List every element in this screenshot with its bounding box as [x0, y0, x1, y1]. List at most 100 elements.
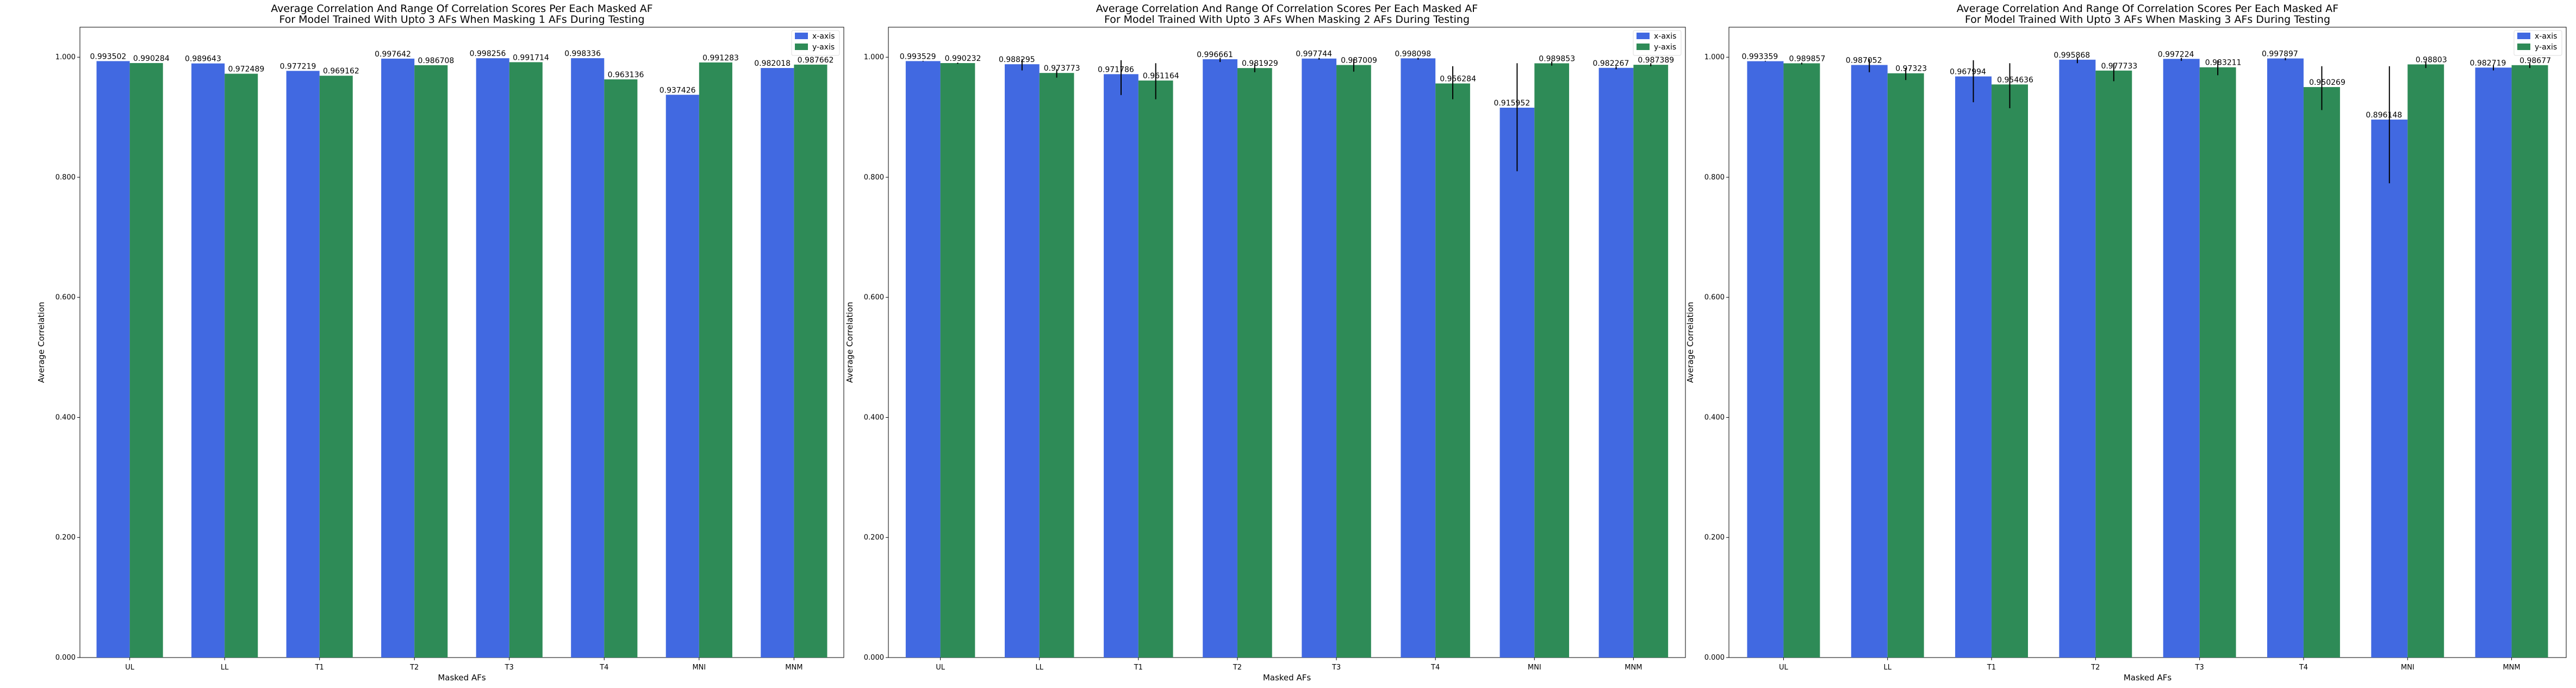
bar-y-axis-MNI: [2407, 64, 2444, 658]
bar-x-axis-UL: [1747, 61, 1784, 658]
bar-y-axis-LL: [225, 73, 258, 658]
bar-x-axis-MNI: [2371, 119, 2408, 658]
y-tick-label: 0.200: [1704, 534, 1725, 542]
bar-y-axis-T2: [2095, 70, 2132, 658]
legend-entry: y-axis: [812, 43, 835, 52]
data-label: 0.990232: [945, 54, 981, 63]
data-label: 0.996661: [1197, 51, 1233, 59]
x-tick-label: MNM: [2503, 664, 2520, 672]
legend-entry: x-axis: [2535, 32, 2557, 41]
x-tick-label: T3: [505, 664, 514, 672]
bar-x-axis-MNI: [665, 95, 699, 658]
data-label: 0.977733: [2101, 62, 2137, 71]
x-tick-label: T2: [2090, 664, 2100, 672]
y-tick-label: 1.000: [864, 53, 884, 61]
bar-y-axis-MNM: [1633, 65, 1669, 658]
bar-y-axis-T4: [1435, 83, 1470, 658]
x-tick-label: UL: [936, 664, 945, 672]
data-label: 0.915952: [1494, 99, 1530, 108]
data-label: 0.98803: [2416, 55, 2447, 64]
bar-y-axis-T3: [2199, 67, 2236, 658]
data-label: 0.981929: [1242, 59, 1278, 68]
data-label: 0.998256: [470, 49, 506, 58]
data-label: 0.989643: [185, 55, 221, 64]
y-tick-label: 0.000: [864, 654, 884, 662]
bar-y-axis-T3: [509, 62, 543, 658]
x-axis-label: Masked AFs: [1263, 673, 1311, 683]
legend: x-axis y-axis: [2513, 30, 2562, 56]
x-tick-label: LL: [1035, 664, 1043, 672]
bar-x-axis-T1: [1104, 74, 1138, 658]
data-label: 0.989853: [1539, 54, 1575, 63]
bar-x-axis-UL: [905, 61, 941, 658]
bar-y-axis-MNM: [794, 64, 827, 658]
data-label: 0.989857: [1789, 54, 1826, 63]
x-tick-label: T3: [2195, 664, 2204, 672]
data-label: 0.982267: [1593, 59, 1629, 68]
plot-frame: [79, 27, 844, 658]
x-tick-label: LL: [1883, 664, 1891, 672]
bar-y-axis-T2: [414, 65, 448, 658]
bar-x-axis-MNM: [761, 68, 794, 658]
plot-frame: [1728, 27, 2567, 658]
y-tick-label: 0.800: [55, 173, 76, 182]
bar-y-axis-UL: [129, 63, 163, 658]
y-tick-label: 1.000: [55, 53, 76, 61]
data-label: 0.967994: [1950, 68, 1986, 77]
legend: x-axis y-axis: [791, 30, 840, 56]
bar-y-axis-T3: [1336, 65, 1371, 658]
data-label: 0.997744: [1296, 50, 1332, 59]
data-label: 0.963136: [608, 71, 644, 79]
y-tick-label: 0.400: [1704, 413, 1725, 422]
bar-y-axis-T1: [1992, 84, 2028, 658]
bar-x-axis-MNM: [1598, 67, 1634, 658]
data-label: 0.973773: [1044, 64, 1080, 73]
bar-y-axis-MNI: [1534, 63, 1570, 658]
bar-x-axis-T4: [2267, 58, 2304, 658]
x-tick-label: MNM: [785, 664, 802, 672]
y-tick-label: 0.000: [55, 654, 76, 662]
data-label: 0.956284: [1440, 75, 1476, 83]
bar-x-axis-LL: [191, 63, 225, 658]
y-tick-label: 0.200: [864, 534, 884, 542]
data-label: 0.954636: [1997, 76, 2033, 84]
x-axis-label: Masked AFs: [438, 673, 486, 683]
legend-entry: x-axis: [812, 32, 835, 41]
data-label: 0.961164: [1143, 72, 1179, 80]
x-tick-label: T4: [599, 664, 608, 672]
bar-y-axis-T2: [1237, 68, 1272, 658]
bar-x-axis-T2: [2059, 59, 2096, 658]
x-tick-label: MNI: [2401, 664, 2415, 672]
data-label: 0.97323: [1895, 65, 1927, 73]
bar-y-axis-UL: [940, 63, 975, 658]
legend-entry: x-axis: [1654, 32, 1676, 41]
bar-x-axis-T4: [1401, 58, 1436, 658]
x-tick-label: T4: [2299, 664, 2308, 672]
bar-y-axis-LL: [1039, 73, 1074, 658]
data-label: 0.997897: [2262, 50, 2298, 59]
data-label: 0.987662: [798, 56, 834, 65]
y-tick-label: 0.600: [864, 294, 884, 302]
y-tick-label: 0.000: [1704, 654, 1725, 662]
bar-x-axis-T1: [1955, 76, 1992, 658]
y-tick-label: 0.400: [55, 413, 76, 422]
y-axis-label: Average Correlation: [845, 302, 855, 383]
bar-y-axis-LL: [1887, 73, 1924, 658]
data-label: 0.987009: [1341, 57, 1377, 65]
legend-swatch: [795, 44, 808, 50]
data-label: 0.990284: [133, 54, 170, 63]
bar-x-axis-T3: [2163, 59, 2200, 658]
bar-y-axis-T1: [1138, 80, 1173, 658]
bar-y-axis-T4: [604, 79, 638, 658]
bar-y-axis-T4: [2303, 87, 2340, 658]
x-tick-label: T1: [1987, 664, 1996, 672]
data-label: 0.995868: [2054, 51, 2090, 60]
chart-title: Average Correlation And Range Of Correla…: [1957, 3, 2338, 15]
x-tick-label: LL: [221, 664, 229, 672]
bar-x-axis-T4: [571, 58, 605, 658]
data-label: 0.971786: [1098, 65, 1134, 74]
data-label: 0.972489: [228, 65, 264, 74]
data-label: 0.983211: [2205, 59, 2242, 67]
